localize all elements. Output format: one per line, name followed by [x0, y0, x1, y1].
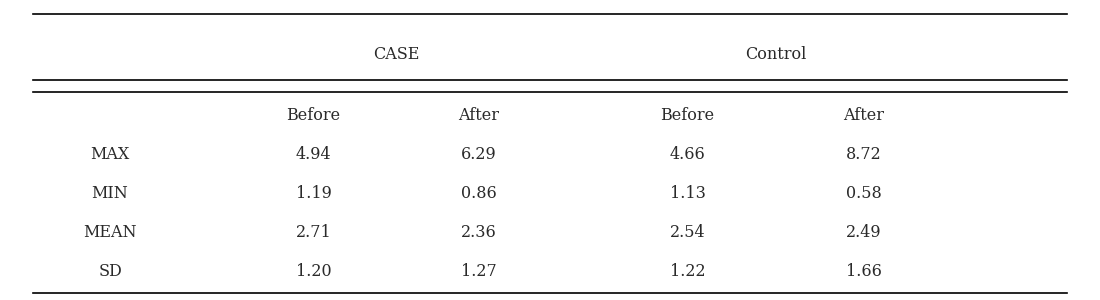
Text: 2.49: 2.49 — [846, 224, 881, 241]
Text: 1.19: 1.19 — [296, 185, 331, 202]
Text: 4.94: 4.94 — [296, 146, 331, 163]
Text: 0.86: 0.86 — [461, 185, 496, 202]
Text: After: After — [843, 107, 884, 124]
Text: 1.22: 1.22 — [670, 263, 705, 280]
Text: 6.29: 6.29 — [461, 146, 496, 163]
Text: MIN: MIN — [91, 185, 129, 202]
Text: Before: Before — [660, 107, 715, 124]
Text: 4.66: 4.66 — [670, 146, 705, 163]
Text: 2.36: 2.36 — [461, 224, 496, 241]
Text: 2.71: 2.71 — [296, 224, 331, 241]
Text: CASE: CASE — [373, 46, 419, 62]
Text: 1.13: 1.13 — [670, 185, 705, 202]
Text: 1.27: 1.27 — [461, 263, 496, 280]
Text: MAX: MAX — [90, 146, 130, 163]
Text: 2.54: 2.54 — [670, 224, 705, 241]
Text: Control: Control — [745, 46, 806, 62]
Text: 1.20: 1.20 — [296, 263, 331, 280]
Text: SD: SD — [98, 263, 122, 280]
Text: 1.66: 1.66 — [846, 263, 881, 280]
Text: 8.72: 8.72 — [846, 146, 881, 163]
Text: Before: Before — [286, 107, 341, 124]
Text: After: After — [458, 107, 499, 124]
Text: MEAN: MEAN — [84, 224, 136, 241]
Text: 0.58: 0.58 — [846, 185, 881, 202]
